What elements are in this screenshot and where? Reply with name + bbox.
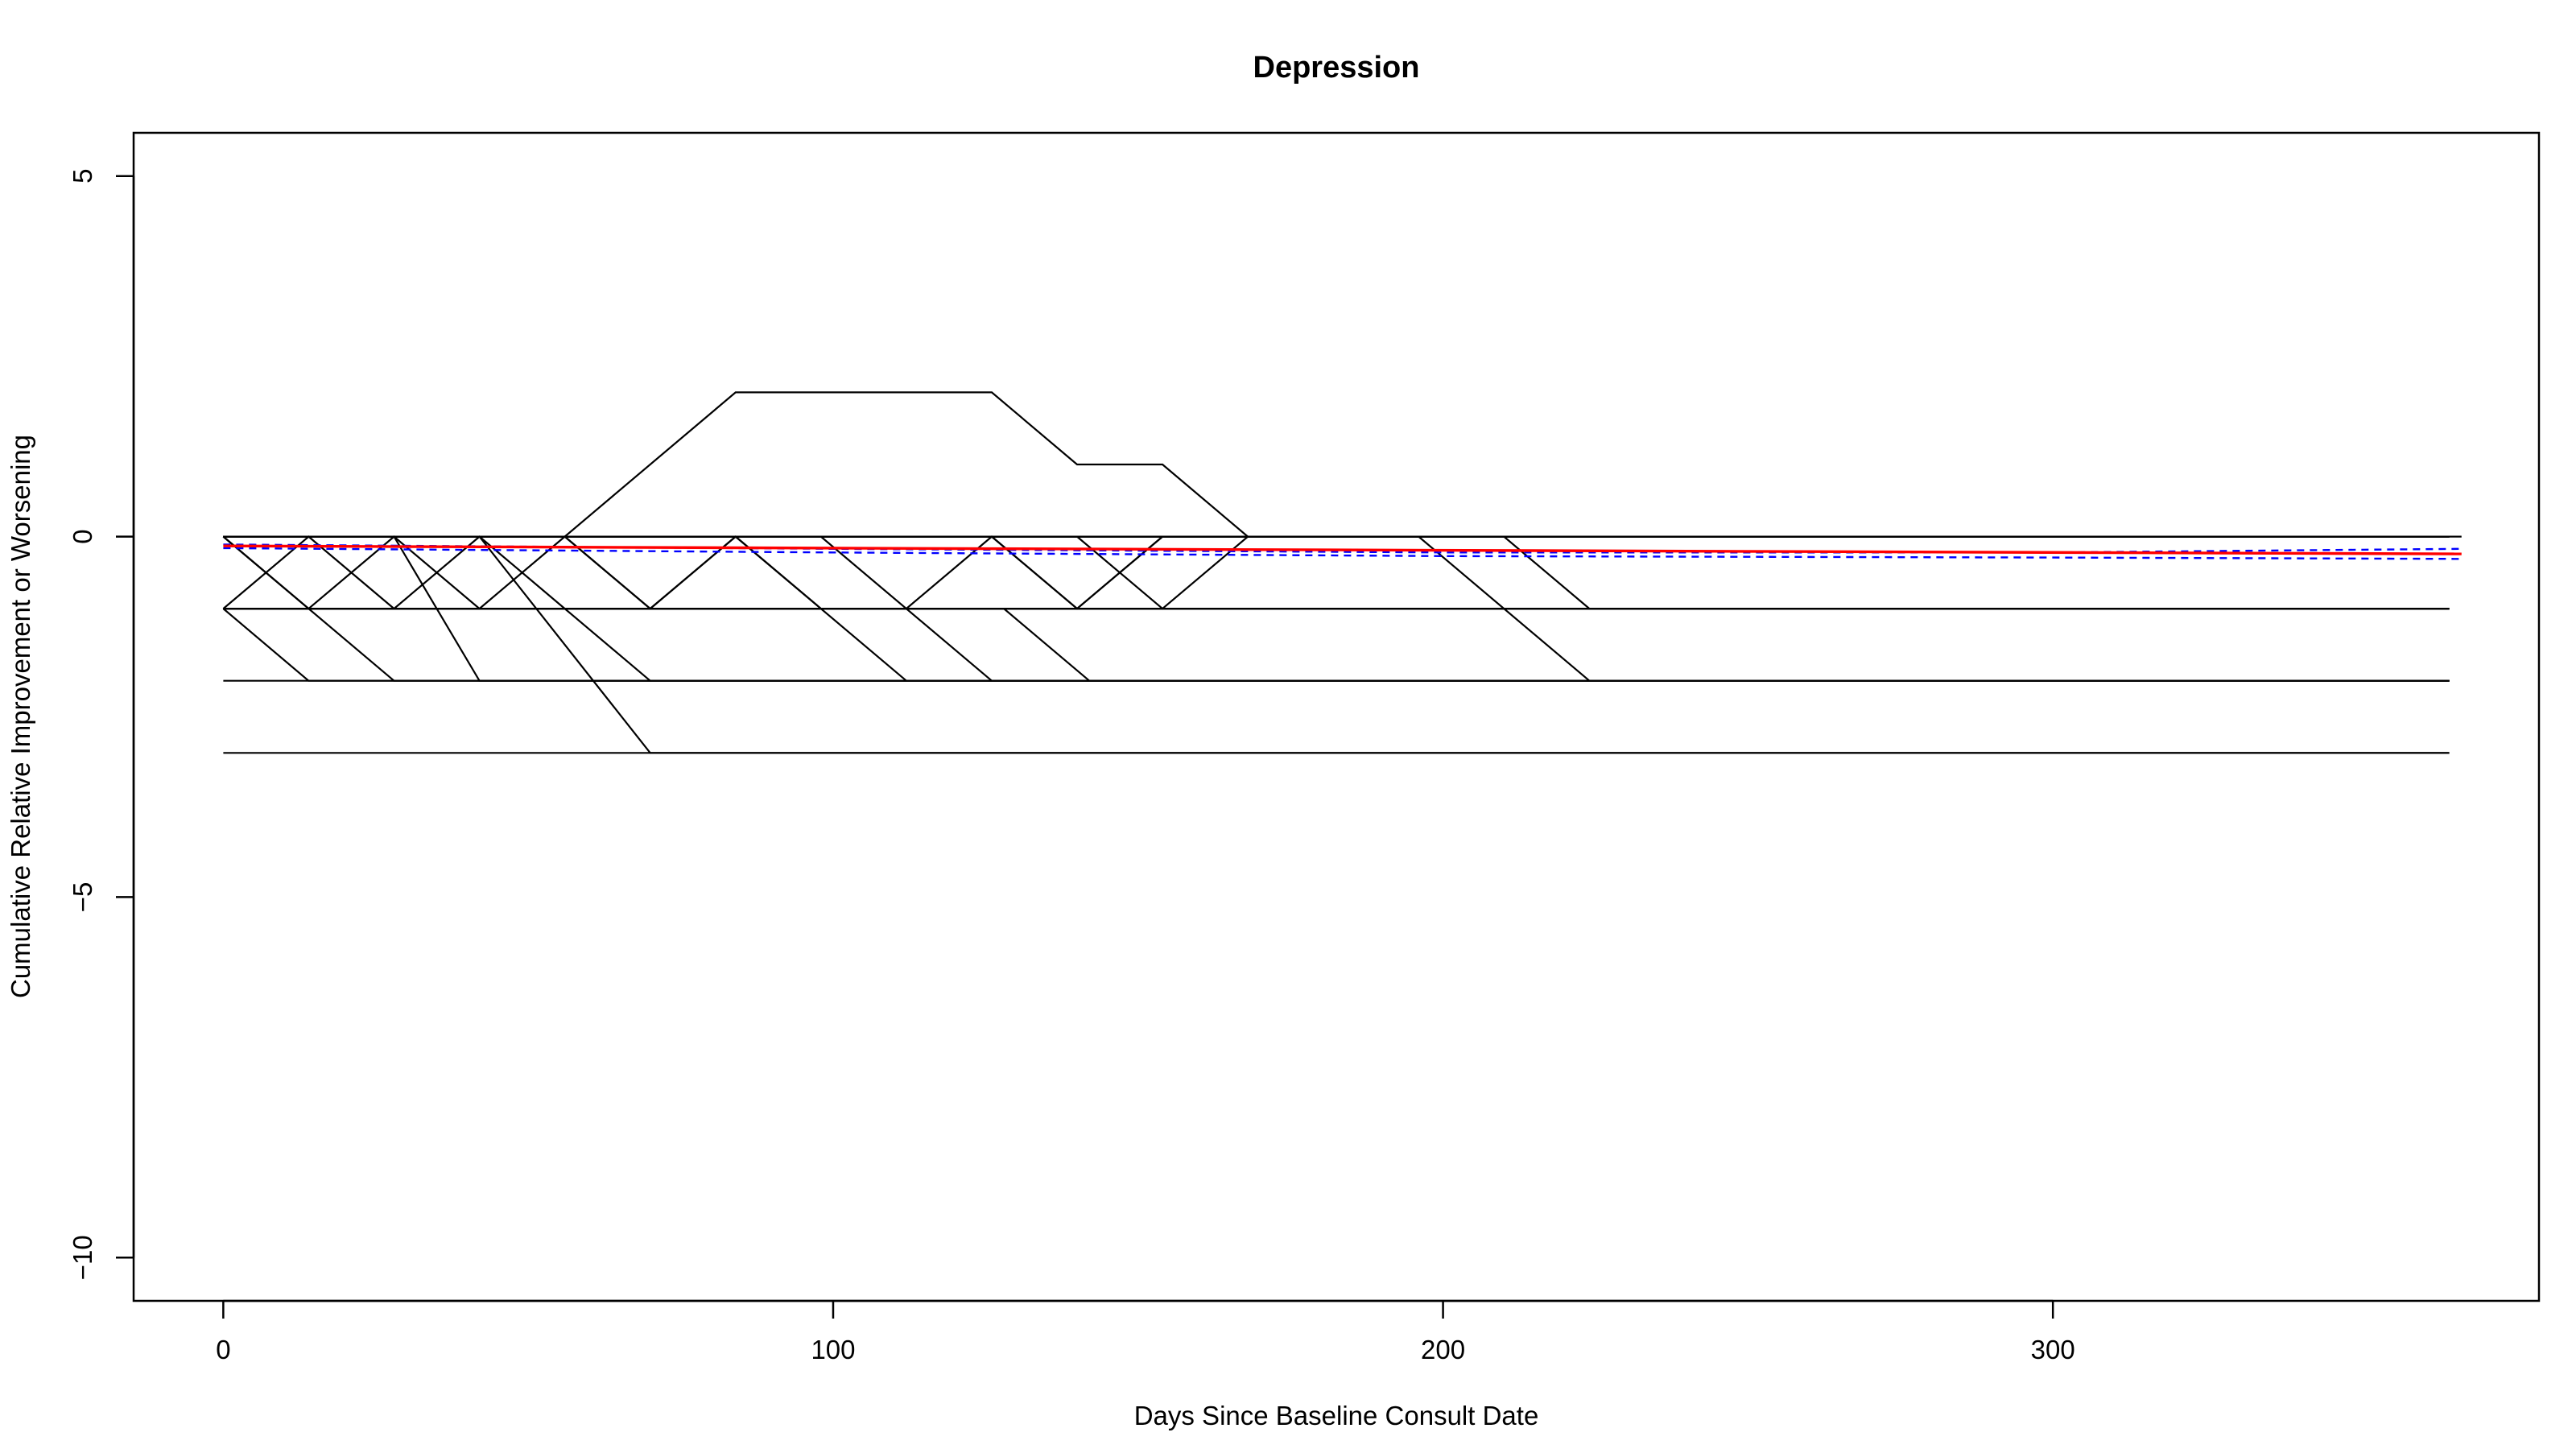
trajectory-line-12 (223, 391, 2450, 538)
fit-line (223, 544, 2462, 555)
y-axis-label: Cumulative Relative Improvement or Worse… (6, 435, 35, 998)
plot-frame (132, 131, 2541, 1302)
fit-line-group (223, 544, 2462, 555)
trajectory-line-18 (223, 607, 2450, 682)
y-tick-label: −10 (68, 1235, 97, 1280)
trajectory-line-3 (222, 608, 2450, 682)
chart-title: Depression (1253, 51, 1420, 85)
y-tick-label: −5 (68, 882, 97, 913)
y-tick-label: 5 (68, 169, 97, 184)
trajectory-line-9 (223, 535, 2450, 754)
x-tick-label: 100 (811, 1335, 855, 1364)
y-axis: 5 0 −5 −10 (68, 169, 135, 1280)
x-axis-label: Days Since Baseline Consult Date (1134, 1401, 1539, 1430)
x-tick-label: 0 (216, 1335, 230, 1364)
y-tick-label: 0 (68, 529, 97, 543)
trajectory-lines (222, 391, 2462, 754)
trajectory-line-22 (223, 535, 2450, 610)
x-tick-label: 300 (2031, 1335, 2075, 1364)
x-tick-label: 200 (1421, 1335, 1465, 1364)
x-axis: 0 100 200 300 (216, 1299, 2075, 1364)
